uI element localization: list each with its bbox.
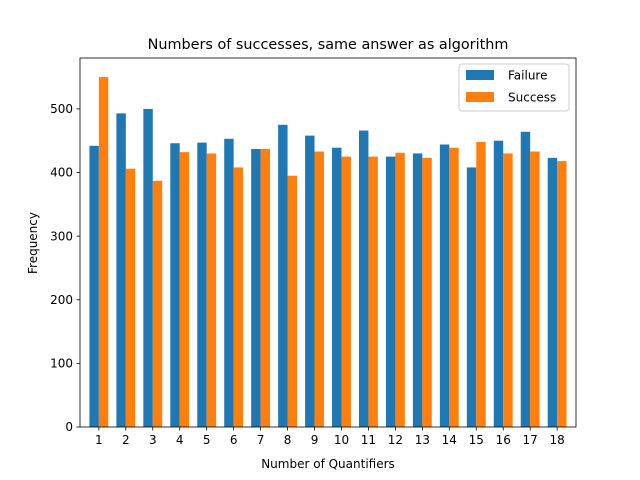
x-tick-label: 9 xyxy=(311,433,319,447)
legend-label-success: Success xyxy=(508,91,556,105)
bar-failure-9 xyxy=(305,135,315,427)
x-tick-label: 7 xyxy=(257,433,265,447)
x-tick-label: 11 xyxy=(361,433,376,447)
bar-failure-10 xyxy=(332,147,342,427)
bar-success-18 xyxy=(557,161,567,427)
x-axis-label: Number of Quantifiers xyxy=(261,457,395,471)
x-tick-label: 12 xyxy=(388,433,403,447)
bar-success-7 xyxy=(260,148,271,428)
x-tick-label: 1 xyxy=(95,433,103,447)
bar-success-9 xyxy=(314,151,324,427)
legend-swatch-failure xyxy=(466,70,494,80)
plot-frame xyxy=(79,57,577,428)
bar-success-13 xyxy=(422,157,432,427)
y-axis-label: Frequency xyxy=(26,212,40,274)
bar-success-4 xyxy=(179,152,190,427)
bars-group xyxy=(89,77,567,428)
bar-success-6 xyxy=(233,167,244,427)
x-tick-label: 17 xyxy=(523,433,538,447)
y-tick-label: 100 xyxy=(50,357,73,371)
x-tick-label: 14 xyxy=(442,433,457,447)
bar-failure-1 xyxy=(89,145,99,428)
bar-failure-3 xyxy=(143,108,153,428)
x-tick-label: 6 xyxy=(230,433,238,447)
bar-failure-11 xyxy=(359,130,369,427)
bar-failure-8 xyxy=(278,124,288,428)
bar-success-3 xyxy=(152,180,163,427)
chart-title: Numbers of successes, same answer as alg… xyxy=(148,37,509,53)
bar-failure-7 xyxy=(251,148,261,428)
x-tick-label: 8 xyxy=(284,433,292,447)
bar-success-17 xyxy=(530,151,540,427)
bar-failure-4 xyxy=(170,143,180,427)
x-tick-label: 10 xyxy=(334,433,349,447)
bar-success-10 xyxy=(341,156,351,428)
x-tick-label: 15 xyxy=(469,433,484,447)
bar-failure-16 xyxy=(493,140,504,427)
bar-failure-17 xyxy=(520,131,531,428)
y-tick-label: 200 xyxy=(50,293,73,307)
x-tick-label: 2 xyxy=(122,433,130,447)
legend-label-failure: Failure xyxy=(508,69,547,83)
y-tick-label: 300 xyxy=(50,229,73,243)
x-tick-label: 5 xyxy=(203,433,211,447)
bar-failure-6 xyxy=(224,138,234,428)
x-tick-label: 4 xyxy=(176,433,184,447)
bar-success-1 xyxy=(98,77,109,427)
y-tick-label: 500 xyxy=(50,102,73,116)
y-tick-label: 400 xyxy=(50,166,73,180)
bar-failure-12 xyxy=(385,156,396,428)
bar-failure-5 xyxy=(197,142,207,427)
bar-failure-2 xyxy=(116,113,126,427)
x-tick-label: 13 xyxy=(415,433,430,447)
x-tick-label: 18 xyxy=(549,433,564,447)
bar-success-11 xyxy=(368,156,378,428)
bar-failure-18 xyxy=(547,157,558,427)
bar-success-5 xyxy=(206,153,217,427)
bar-success-2 xyxy=(125,168,136,427)
x-tick-label: 3 xyxy=(149,433,157,447)
bar-success-15 xyxy=(476,141,486,428)
bar-success-12 xyxy=(395,152,405,428)
legend-swatch-success xyxy=(466,92,494,102)
legend: Failure Success xyxy=(458,63,570,112)
bar-success-8 xyxy=(287,175,297,427)
bar-success-16 xyxy=(503,153,513,427)
bar-failure-13 xyxy=(412,153,423,427)
y-tick-label: 0 xyxy=(65,420,73,434)
bar-success-14 xyxy=(449,147,459,427)
axes-group: 1 2 3 4 5 6 7 8 9 10 11 12 13 14 15 16 17 180100200300400… xyxy=(50,57,577,447)
bar-failure-15 xyxy=(466,167,477,427)
bar-failure-14 xyxy=(439,144,450,427)
x-tick-label: 16 xyxy=(496,433,511,447)
